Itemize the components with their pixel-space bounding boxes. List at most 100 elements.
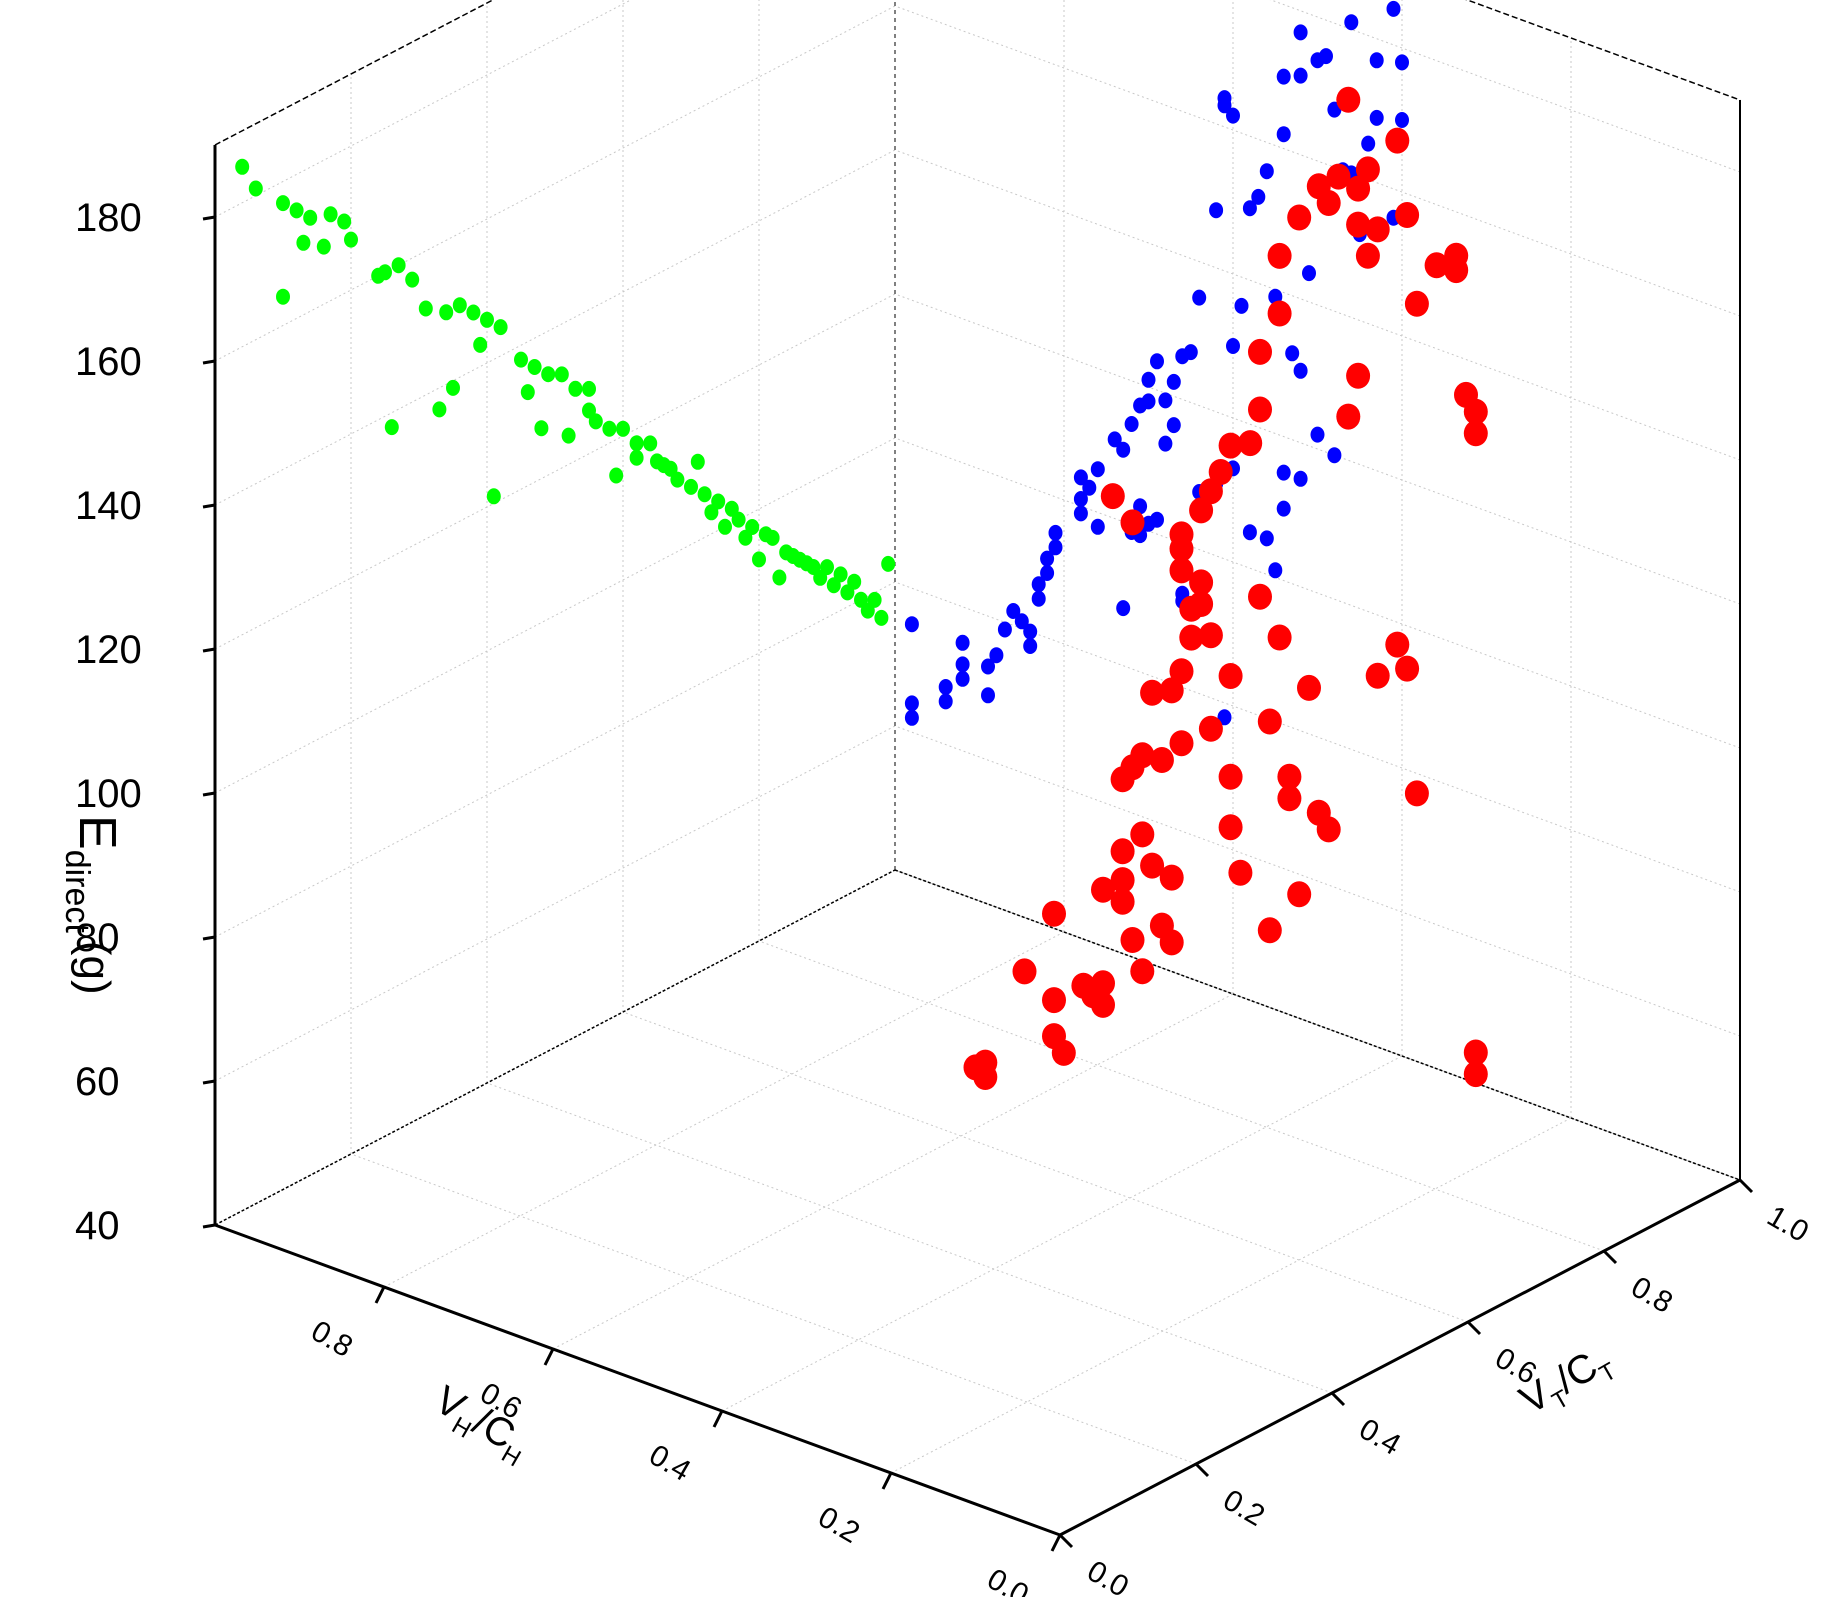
left-tick-label: 0.0 — [982, 1562, 1035, 1597]
data-point — [520, 384, 535, 401]
data-point — [1217, 90, 1232, 107]
data-point — [643, 435, 658, 452]
left-tick-label: 0.4 — [644, 1438, 697, 1487]
data-point — [1336, 403, 1361, 430]
data-point — [323, 206, 338, 223]
z-tick-label: 40 — [75, 1204, 120, 1248]
data-point — [1234, 297, 1249, 314]
floor-back-edge — [214, 869, 896, 1226]
left-tick-mark — [712, 1410, 724, 1428]
data-point — [1189, 569, 1214, 596]
data-point — [881, 555, 896, 572]
z-axis-title: Edirect (g) — [58, 815, 126, 995]
data-point — [731, 511, 746, 528]
grid-lines — [214, 0, 1741, 1474]
data-point — [629, 449, 644, 466]
z-tick-label: 120 — [75, 628, 142, 672]
data-point — [1158, 435, 1173, 452]
data-point — [582, 380, 596, 397]
data-point — [1463, 1061, 1488, 1088]
data-point — [1110, 838, 1135, 865]
grid-line-floor — [552, 993, 1234, 1350]
z-tick-label: 180 — [75, 196, 142, 240]
data-point — [480, 311, 494, 328]
data-point — [418, 300, 433, 317]
data-point — [1355, 156, 1380, 183]
data-point — [989, 647, 1004, 664]
data-point — [452, 297, 467, 314]
data-point — [1091, 876, 1115, 903]
data-point — [752, 551, 766, 568]
right-tick-label: 1.0 — [1762, 1199, 1815, 1248]
data-point — [904, 709, 919, 726]
data-point — [1073, 505, 1088, 522]
axis-frame — [213, 0, 1741, 1537]
data-point — [1248, 396, 1272, 423]
data-point — [1042, 900, 1066, 927]
data-point — [1248, 583, 1272, 610]
data-point — [1150, 353, 1164, 370]
data-point — [344, 231, 358, 248]
grid-line-z — [214, 5, 896, 362]
data-point — [1158, 392, 1173, 409]
data-point — [602, 420, 617, 437]
data-point — [1218, 814, 1243, 841]
data-point — [1226, 107, 1240, 124]
data-point — [1120, 509, 1145, 536]
data-point — [276, 288, 290, 305]
data-point — [1192, 289, 1207, 306]
data-point — [1107, 431, 1122, 448]
z-tick-mark — [202, 791, 216, 797]
data-point — [1090, 461, 1105, 478]
data-point — [1319, 48, 1333, 65]
left-tick-mark — [1050, 1534, 1062, 1552]
data-point — [981, 658, 995, 675]
data-point — [1149, 747, 1174, 773]
data-point — [1238, 430, 1263, 457]
data-point — [337, 213, 352, 230]
right-tick-mark — [1466, 1320, 1482, 1336]
grid-line-z — [894, 725, 1741, 1037]
right-axis-line — [1059, 1178, 1741, 1537]
right-tick-label: 0.0 — [1082, 1554, 1135, 1597]
data-point — [847, 573, 862, 590]
grid-line-z — [214, 437, 896, 794]
data-point — [1179, 624, 1204, 651]
data-point — [1365, 216, 1390, 243]
data-point — [1293, 470, 1308, 487]
data-point — [1189, 497, 1214, 524]
data-point — [568, 380, 583, 397]
data-point — [1090, 518, 1105, 535]
data-point — [493, 319, 508, 336]
grid-line-floor — [721, 1055, 1403, 1412]
data-point — [656, 457, 671, 474]
data-point — [1141, 393, 1156, 410]
data-point — [1346, 362, 1371, 389]
data-point — [1404, 290, 1429, 317]
data-point — [1051, 1039, 1076, 1066]
data-point — [1169, 521, 1194, 548]
data-points — [235, 0, 1488, 1090]
data-point — [1267, 300, 1292, 327]
data-point — [391, 257, 406, 274]
right-tick-mark — [1058, 1533, 1074, 1549]
data-point — [1198, 622, 1223, 649]
data-point — [439, 304, 454, 321]
left-tick-mark — [374, 1286, 386, 1304]
data-point — [1257, 917, 1282, 944]
grid-line-floor — [758, 940, 1605, 1252]
data-point — [1159, 677, 1184, 704]
data-point — [1124, 416, 1139, 432]
data-point — [697, 486, 712, 503]
data-point — [1116, 441, 1131, 458]
data-point — [1276, 126, 1291, 143]
data-point — [1316, 190, 1341, 216]
data-point — [718, 518, 732, 535]
data-point — [1259, 530, 1274, 547]
data-point — [1395, 202, 1420, 228]
data-point — [1369, 109, 1384, 126]
z-tick-mark — [202, 935, 216, 941]
data-point — [1326, 163, 1351, 190]
data-point — [1031, 576, 1046, 593]
